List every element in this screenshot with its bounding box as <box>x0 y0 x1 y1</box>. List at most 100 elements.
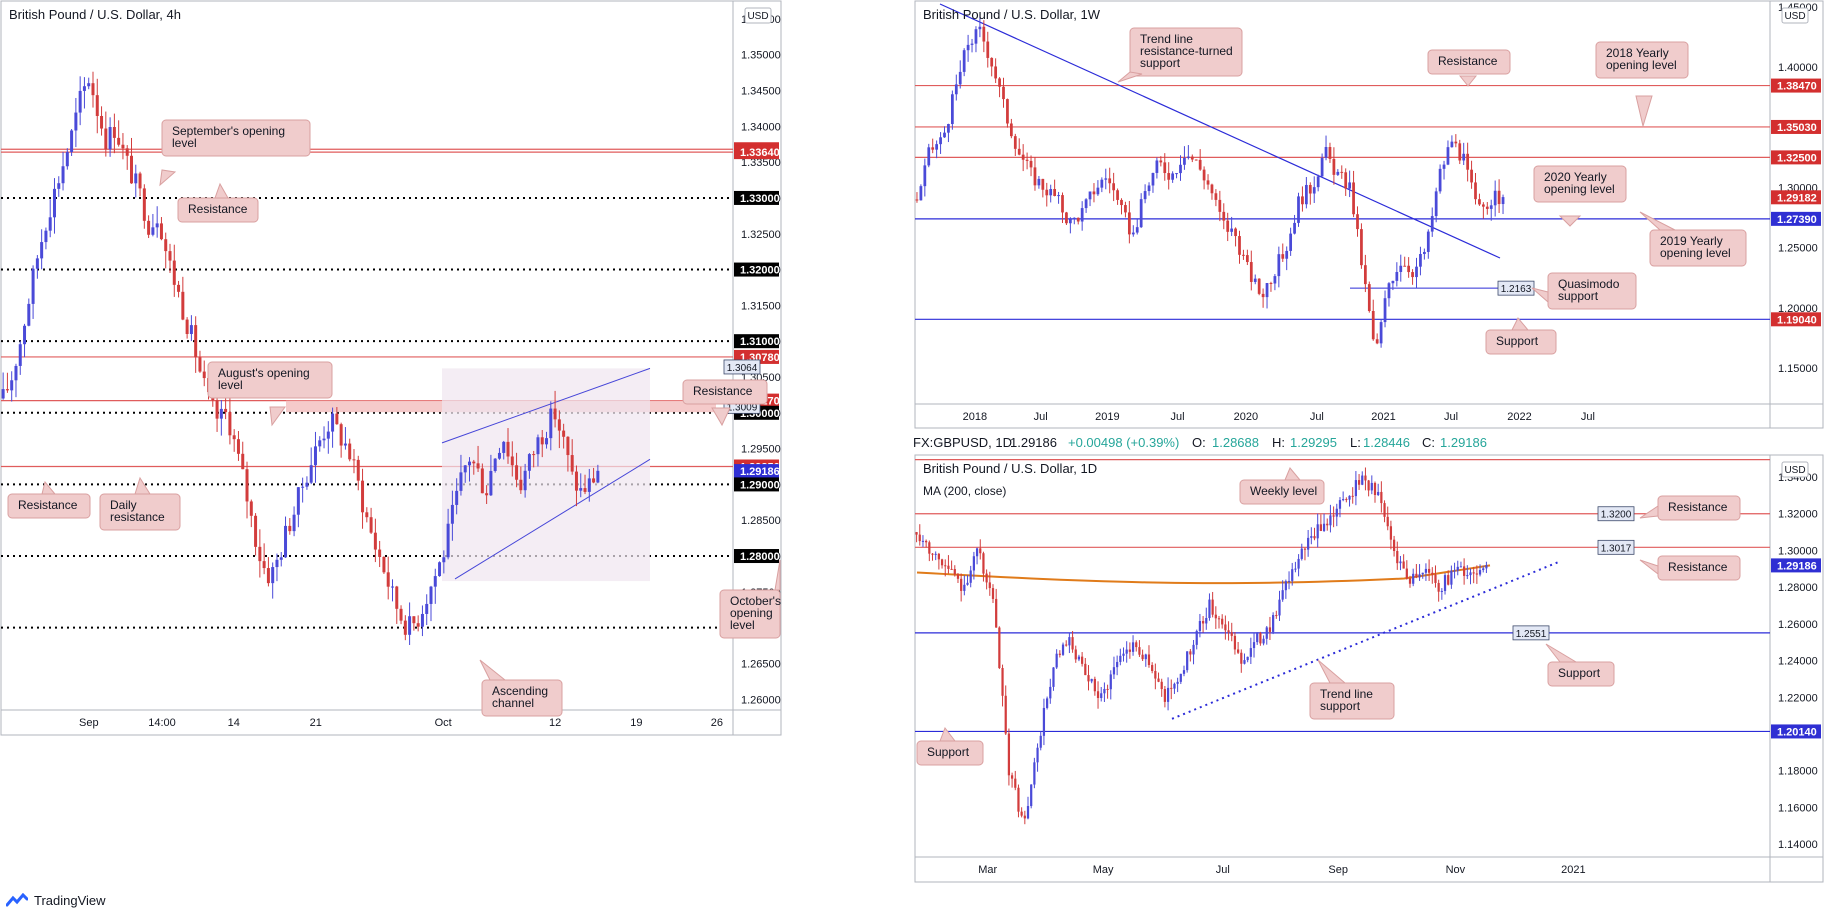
candle-body <box>1055 653 1058 668</box>
candle-body <box>557 419 561 431</box>
candle-body <box>1338 500 1342 509</box>
candle-body <box>536 437 540 455</box>
candle-body <box>1277 254 1281 277</box>
candle-body <box>923 165 927 187</box>
candle-body <box>1370 482 1373 491</box>
candle-body <box>1430 216 1434 232</box>
candle-body <box>931 147 935 150</box>
candle-body <box>1230 632 1233 636</box>
candle-body <box>489 470 493 496</box>
candle-body <box>549 408 553 439</box>
callout-text: Weekly level <box>1250 484 1317 498</box>
candle-body <box>1061 644 1065 655</box>
candle-body <box>1221 618 1224 625</box>
tradingview-footer[interactable]: TradingView <box>0 888 106 912</box>
candle-body <box>455 490 459 505</box>
candle-body <box>1093 678 1096 692</box>
candle-body <box>292 514 296 532</box>
candle-body <box>386 572 390 587</box>
candle-body <box>262 561 266 569</box>
candle-body <box>198 357 202 372</box>
candle-body <box>1361 475 1364 485</box>
candle-body <box>1057 195 1060 197</box>
candle-body <box>1080 208 1084 222</box>
candle-body <box>1446 147 1450 165</box>
candle-body <box>1408 578 1412 584</box>
candle-body <box>1399 265 1403 272</box>
candle-body <box>1407 265 1411 273</box>
candle-body <box>1026 806 1030 819</box>
candle-body <box>1313 536 1316 539</box>
candle-body <box>1426 231 1430 252</box>
price-label-bg <box>1771 119 1821 134</box>
high-value: 1.29295 <box>1290 435 1337 450</box>
candle-body <box>1459 566 1463 568</box>
callout-pointer <box>269 406 286 427</box>
price-label: 1.33640 <box>740 147 780 159</box>
candle-body <box>975 548 979 557</box>
candle-body <box>1049 686 1052 699</box>
candle-body <box>219 408 223 419</box>
candle-body <box>1434 574 1437 583</box>
candle-body <box>433 576 437 587</box>
price-label: 1.31000 <box>740 336 780 348</box>
x-tick-label: Sep <box>79 717 99 729</box>
callout-pointer <box>214 182 229 199</box>
callout-pointer <box>1284 467 1302 481</box>
candle-body <box>412 616 416 624</box>
candle-body <box>1478 570 1482 575</box>
candle-body <box>1324 146 1328 158</box>
open-value: 1.28688 <box>1212 435 1259 450</box>
candle-body <box>950 568 953 570</box>
callout-text: Daily resistance <box>110 498 165 524</box>
candle-body <box>1246 656 1249 661</box>
candle-body <box>1112 183 1116 191</box>
candle-body <box>48 217 52 231</box>
candle-body <box>1208 599 1211 618</box>
candle-body <box>1103 688 1106 694</box>
candle-body <box>994 66 998 79</box>
candle-body <box>14 365 18 381</box>
candle-body <box>1375 339 1379 344</box>
candle-body <box>476 463 480 469</box>
candle-body <box>1154 670 1157 679</box>
candle-body <box>1171 173 1175 180</box>
candle-body <box>562 430 566 437</box>
y-tick-label: 1.32000 <box>1778 509 1818 521</box>
callout-pointer <box>159 169 177 187</box>
candle-body <box>403 620 407 635</box>
candle-body <box>1320 157 1324 177</box>
symbol-label: FX:GBPUSD, 1D <box>913 435 1012 450</box>
candle-body <box>1301 196 1304 205</box>
candle-body <box>1245 255 1249 263</box>
candle-body <box>1307 537 1310 550</box>
candle-body <box>254 515 258 547</box>
candle-body <box>1122 653 1125 656</box>
candle-body <box>978 26 982 30</box>
x-tick-label: 14:00 <box>148 717 176 729</box>
candle-body <box>395 586 399 609</box>
candle-body <box>1268 627 1272 632</box>
candle-body <box>1364 475 1367 481</box>
chart-gbpusd-4h[interactable]: 1.355001.350001.345001.340001.335001.330… <box>0 0 782 888</box>
x-tick-label: 2021 <box>1561 864 1585 876</box>
candle-body <box>1437 582 1440 592</box>
candle-body <box>1090 678 1093 682</box>
candle-body <box>1336 171 1340 175</box>
candle-body <box>919 186 923 201</box>
callout-text: 2018 Yearly opening level <box>1606 46 1677 72</box>
candle-body <box>1049 189 1053 196</box>
chart-gbpusd-1d[interactable]: 1.34000 1.32000 1.30000 1.28000 1.26000 1.240… <box>0 0 1824 888</box>
candle-body <box>1210 184 1214 194</box>
callout-text: Resistance <box>693 384 753 398</box>
candle-body <box>1474 182 1477 200</box>
candle-body <box>279 557 283 560</box>
boxed-level-bg <box>1512 625 1550 641</box>
candle-body <box>1454 141 1458 144</box>
close-label: C: <box>1422 435 1435 450</box>
candle-body <box>1135 642 1138 648</box>
chart-gbpusd-1w[interactable]: 1.450001.400001.350001.300001.250001.200… <box>0 0 1824 430</box>
candle-body <box>966 44 970 51</box>
candle-body <box>305 482 309 487</box>
